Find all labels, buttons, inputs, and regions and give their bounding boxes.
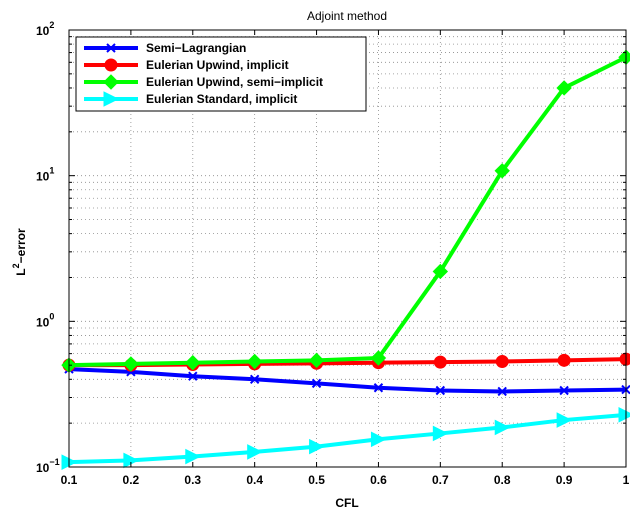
data-point-triangle xyxy=(494,419,511,436)
data-point-triangle xyxy=(247,444,263,460)
series-layer xyxy=(61,49,630,470)
x-tick-label: 0.9 xyxy=(556,473,573,487)
data-point-triangle xyxy=(309,438,325,455)
legend-entry: Eulerian Upwind, semi−implicit xyxy=(84,74,323,90)
data-point-diamond xyxy=(123,356,139,372)
x-tick-label: 0.5 xyxy=(308,473,325,487)
data-point-circle xyxy=(557,353,571,367)
series-line xyxy=(68,412,627,465)
data-point-circle xyxy=(104,58,118,72)
data-point-x xyxy=(249,374,260,385)
chart-title: Adjoint method xyxy=(307,9,387,23)
legend-label: Eulerian Standard, implicit xyxy=(146,92,297,106)
data-point-diamond xyxy=(370,350,387,366)
data-point-diamond xyxy=(556,80,572,96)
legend-label: Eulerian Upwind, implicit xyxy=(146,58,289,72)
y-tick-label-exponent: 1 xyxy=(49,166,54,176)
data-point-circle xyxy=(619,352,630,366)
legend-entry: Eulerian Standard, implicit xyxy=(84,91,297,107)
y-axis-label: L2−error xyxy=(11,228,28,276)
data-point-x xyxy=(311,378,322,389)
data-point-diamond xyxy=(103,74,119,90)
x-tick-label: 0.1 xyxy=(61,473,78,487)
data-point-diamond xyxy=(494,163,510,179)
x-tick-label: 0.3 xyxy=(184,473,201,487)
data-point-circle xyxy=(433,355,447,369)
data-point-circle xyxy=(495,354,509,368)
y-tick-label-base: 10 xyxy=(36,315,50,329)
y-tick-label: 100 xyxy=(36,311,54,329)
y-tick-label: 101 xyxy=(36,166,54,184)
legend-label: Eulerian Upwind, semi−implicit xyxy=(146,75,323,89)
x-tick-label: 0.4 xyxy=(246,473,263,487)
data-point-x xyxy=(435,385,446,396)
legend-entry: Semi−Lagrangian xyxy=(84,41,246,55)
x-axis-label: CFL xyxy=(335,496,358,510)
data-point-diamond xyxy=(308,352,325,369)
x-tick-label: 1 xyxy=(623,473,630,487)
legend-label: Semi−Lagrangian xyxy=(146,41,246,55)
x-tick-label: 0.2 xyxy=(123,473,140,487)
data-point-x xyxy=(497,386,507,397)
plot-frame xyxy=(68,29,627,468)
y-tick-label-base: 10 xyxy=(36,24,50,38)
series-3 xyxy=(61,49,630,373)
y-axis-label-sup: 2 xyxy=(11,263,21,268)
x-tick-label: 0.6 xyxy=(370,473,387,487)
data-point-triangle xyxy=(556,412,573,428)
data-point-triangle xyxy=(103,91,120,107)
y-tick-label-exponent: 0 xyxy=(49,311,54,321)
data-point-x xyxy=(373,383,384,393)
legend-entry: Eulerian Upwind, implicit xyxy=(84,58,289,72)
y-tick-label: 102 xyxy=(36,20,54,38)
data-point-diamond xyxy=(246,353,263,370)
y-axis-label-base: L xyxy=(14,268,28,275)
data-point-x xyxy=(188,371,198,381)
tick-layer: 0.1 0.2 0.3 0.4 0.5 0.6 0.7 0.8 0.9 110−110010110… xyxy=(36,20,630,487)
data-point-diamond xyxy=(185,354,201,371)
data-point-x xyxy=(106,43,116,53)
data-point-triangle xyxy=(185,448,201,465)
data-point-x xyxy=(559,385,569,396)
data-point-triangle xyxy=(432,425,449,442)
series-line xyxy=(68,55,627,368)
y-axis-label-rest: −error xyxy=(14,228,28,263)
y-tick-label: 10−1 xyxy=(36,457,60,475)
data-point-diamond xyxy=(432,263,449,280)
y-tick-label-base: 10 xyxy=(36,461,50,475)
x-tick-label: 0.7 xyxy=(432,473,449,487)
y-tick-label-exponent: −1 xyxy=(49,457,59,467)
legend: Semi−Lagrangian Eulerian Upwind, implicit… xyxy=(75,36,367,112)
y-tick-label-exponent: 2 xyxy=(49,20,54,30)
series-line xyxy=(68,367,627,394)
y-tick-label-base: 10 xyxy=(36,170,50,184)
x-tick-label: 0.8 xyxy=(494,473,511,487)
data-point-triangle xyxy=(370,431,387,448)
series-4 xyxy=(61,407,630,470)
